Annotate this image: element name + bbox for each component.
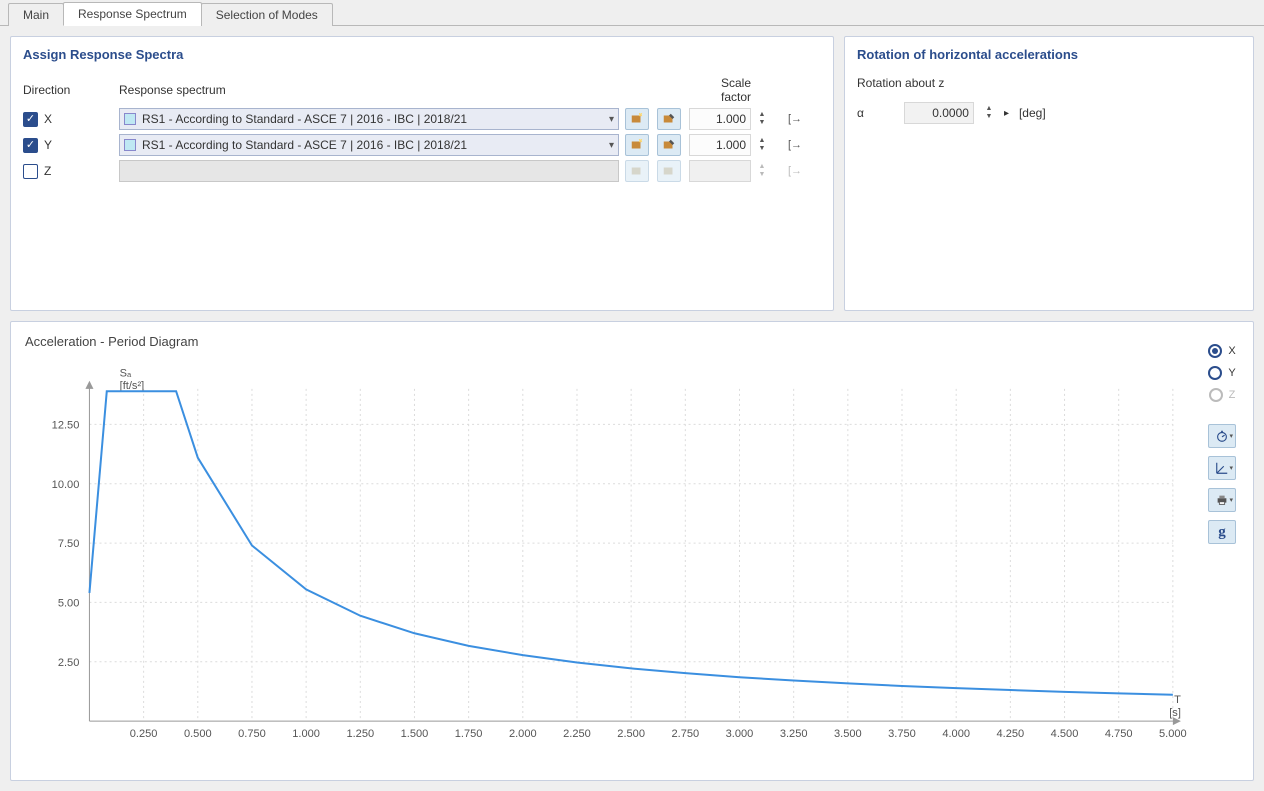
axes-tool[interactable]: ▾ xyxy=(1208,456,1236,480)
chart-panel: Acceleration - Period Diagram 2.50 5.00 7.… xyxy=(10,321,1254,781)
svg-text:[s]: [s] xyxy=(1169,707,1181,719)
alpha-value[interactable]: 0.0000 xyxy=(904,102,974,124)
tab-main[interactable]: Main xyxy=(8,3,64,26)
svg-text:4.750: 4.750 xyxy=(1105,728,1133,740)
rotation-panel: Rotation of horizontal accelerations Rot… xyxy=(844,36,1254,311)
chevron-down-icon: ▾ xyxy=(609,140,614,151)
tab-bar: Main Response Spectrum Selection of Mode… xyxy=(0,0,1264,26)
svg-text:T: T xyxy=(1174,694,1181,706)
new-spectrum-button-y[interactable] xyxy=(625,134,649,156)
svg-text:2.000: 2.000 xyxy=(509,728,537,740)
svg-text:5.00: 5.00 xyxy=(58,597,80,609)
scale-factor-z xyxy=(689,160,751,182)
svg-text:3.000: 3.000 xyxy=(726,728,754,740)
export-icon-x[interactable]: [→ xyxy=(789,108,801,130)
new-spectrum-button-x[interactable] xyxy=(625,108,649,130)
col-direction: Direction xyxy=(23,83,113,97)
alpha-unit: [deg] xyxy=(1019,106,1046,120)
edit-spectrum-button-y[interactable] xyxy=(657,134,681,156)
edit-spectrum-button-x[interactable] xyxy=(657,108,681,130)
chevron-down-icon: ▾ xyxy=(609,114,614,125)
dir-label-x: X xyxy=(44,112,52,126)
svg-text:7.50: 7.50 xyxy=(58,538,80,550)
svg-text:1.250: 1.250 xyxy=(346,728,374,740)
svg-text:Sₐ: Sₐ xyxy=(120,368,132,380)
scale-factor-x[interactable]: 1.000 xyxy=(689,108,751,130)
svg-text:0.250: 0.250 xyxy=(130,728,158,740)
svg-text:0.750: 0.750 xyxy=(238,728,266,740)
chart-title: Acceleration - Period Diagram xyxy=(25,334,1193,349)
radio-x[interactable] xyxy=(1208,344,1222,358)
rotation-sublabel: Rotation about z xyxy=(857,76,1241,90)
new-spectrum-button-z xyxy=(625,160,649,182)
dir-label-z: Z xyxy=(44,164,51,178)
dir-label-y: Y xyxy=(44,138,52,152)
tab-response-spectrum[interactable]: Response Spectrum xyxy=(63,2,202,26)
stopwatch-tool[interactable]: ▾ xyxy=(1208,424,1236,448)
svg-text:1.500: 1.500 xyxy=(401,728,429,740)
acceleration-period-chart: 2.50 5.00 7.50 10.00 12.50 0.250 0.500 0.750 1.0… xyxy=(25,355,1193,765)
scale-spinner-y[interactable]: ▲▼ xyxy=(757,134,767,156)
svg-text:2.250: 2.250 xyxy=(563,728,591,740)
alpha-spinner[interactable]: ▲▼ xyxy=(984,105,994,121)
svg-text:0.500: 0.500 xyxy=(184,728,212,740)
assign-response-spectra-panel: Assign Response Spectra Direction Respon… xyxy=(10,36,834,311)
alpha-label: α xyxy=(857,106,864,120)
svg-text:2.50: 2.50 xyxy=(58,657,80,669)
col-scale: Scale factor xyxy=(689,76,751,104)
svg-text:3.750: 3.750 xyxy=(888,728,916,740)
svg-text:1.750: 1.750 xyxy=(455,728,483,740)
edit-spectrum-button-z xyxy=(657,160,681,182)
spectrum-dropdown-y[interactable]: RS1 - According to Standard - ASCE 7 | 2… xyxy=(119,134,619,156)
checkbox-y[interactable] xyxy=(23,138,38,153)
scale-factor-y[interactable]: 1.000 xyxy=(689,134,751,156)
svg-text:[ft/s²]: [ft/s²] xyxy=(120,380,145,392)
tab-selection-of-modes[interactable]: Selection of Modes xyxy=(201,3,333,26)
svg-text:4.000: 4.000 xyxy=(942,728,970,740)
rotation-title: Rotation of horizontal accelerations xyxy=(857,47,1241,62)
scale-spinner-x[interactable]: ▲▼ xyxy=(757,108,767,130)
radio-y[interactable] xyxy=(1208,366,1222,380)
checkbox-z[interactable] xyxy=(23,164,38,179)
export-icon-z: [→ xyxy=(789,160,801,182)
svg-text:5.000: 5.000 xyxy=(1159,728,1187,740)
svg-text:4.250: 4.250 xyxy=(997,728,1025,740)
svg-text:3.500: 3.500 xyxy=(834,728,862,740)
radio-z xyxy=(1209,388,1223,402)
panel-title: Assign Response Spectra xyxy=(23,47,821,62)
svg-text:4.500: 4.500 xyxy=(1051,728,1079,740)
spectrum-dropdown-z xyxy=(119,160,619,182)
scale-spinner-z: ▲▼ xyxy=(757,160,767,182)
svg-text:2.750: 2.750 xyxy=(671,728,699,740)
checkbox-x[interactable] xyxy=(23,112,38,127)
svg-text:3.250: 3.250 xyxy=(780,728,808,740)
export-icon-y[interactable]: [→ xyxy=(789,134,801,156)
print-tool[interactable]: ▾ xyxy=(1208,488,1236,512)
alpha-next[interactable]: ▸ xyxy=(1004,108,1009,119)
svg-text:12.50: 12.50 xyxy=(52,419,80,431)
spectrum-dropdown-x[interactable]: RS1 - According to Standard - ASCE 7 | 2… xyxy=(119,108,619,130)
svg-text:10.00: 10.00 xyxy=(52,479,80,491)
chart-tools: X Y Z ▾ ▾ ▾ g xyxy=(1205,334,1239,768)
svg-text:1.000: 1.000 xyxy=(292,728,320,740)
col-spectrum: Response spectrum xyxy=(119,83,619,97)
g-tool[interactable]: g xyxy=(1208,520,1236,544)
svg-text:2.500: 2.500 xyxy=(617,728,645,740)
